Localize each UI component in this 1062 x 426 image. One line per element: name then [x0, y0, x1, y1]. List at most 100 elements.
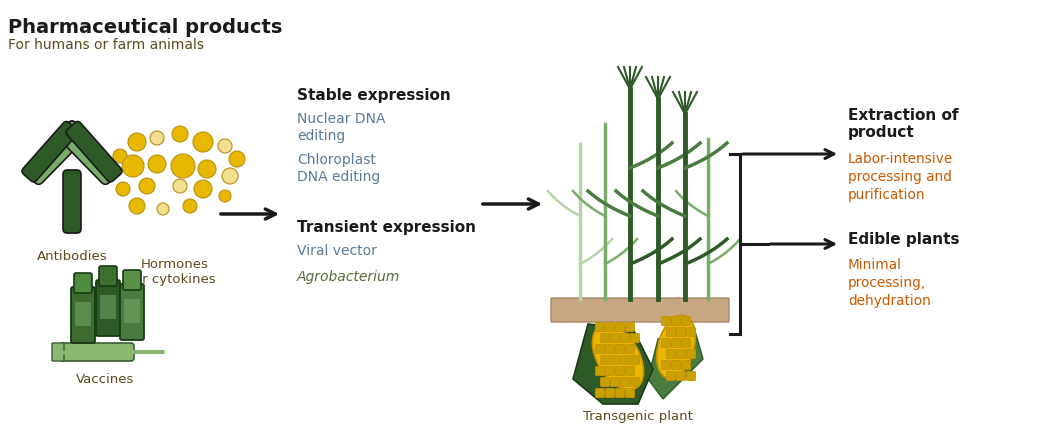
FancyBboxPatch shape [57, 122, 120, 185]
FancyBboxPatch shape [686, 371, 696, 380]
FancyBboxPatch shape [66, 122, 122, 182]
Circle shape [129, 134, 145, 152]
FancyBboxPatch shape [676, 371, 685, 380]
FancyBboxPatch shape [662, 361, 670, 370]
Circle shape [150, 132, 164, 146]
Polygon shape [573, 324, 653, 404]
Circle shape [219, 190, 232, 202]
FancyBboxPatch shape [605, 345, 615, 354]
Text: Edible plants: Edible plants [847, 231, 959, 246]
Polygon shape [648, 324, 703, 399]
FancyBboxPatch shape [22, 122, 78, 182]
FancyBboxPatch shape [123, 271, 141, 290]
Circle shape [229, 152, 245, 167]
FancyBboxPatch shape [600, 377, 610, 386]
Ellipse shape [593, 324, 644, 390]
FancyBboxPatch shape [75, 302, 91, 326]
Circle shape [116, 183, 130, 196]
FancyBboxPatch shape [551, 298, 729, 322]
Text: Pharmaceutical products: Pharmaceutical products [8, 18, 282, 37]
FancyBboxPatch shape [611, 334, 619, 343]
FancyBboxPatch shape [52, 343, 64, 361]
FancyBboxPatch shape [124, 299, 140, 323]
FancyBboxPatch shape [682, 317, 690, 326]
FancyBboxPatch shape [611, 356, 619, 365]
FancyBboxPatch shape [596, 367, 604, 376]
FancyBboxPatch shape [682, 361, 690, 370]
Circle shape [172, 127, 188, 143]
FancyBboxPatch shape [682, 339, 690, 348]
FancyBboxPatch shape [620, 356, 630, 365]
FancyBboxPatch shape [605, 389, 615, 397]
Circle shape [107, 167, 119, 178]
FancyBboxPatch shape [99, 266, 117, 286]
FancyBboxPatch shape [676, 328, 685, 337]
FancyBboxPatch shape [620, 377, 630, 386]
FancyBboxPatch shape [667, 350, 675, 359]
FancyBboxPatch shape [667, 371, 675, 380]
Text: Vaccines: Vaccines [75, 372, 134, 385]
Text: For humans or farm animals: For humans or farm animals [8, 38, 204, 52]
Text: Extraction of
product: Extraction of product [847, 108, 959, 140]
FancyBboxPatch shape [671, 339, 681, 348]
Circle shape [183, 199, 196, 213]
Text: Agrobacterium: Agrobacterium [297, 269, 400, 283]
FancyBboxPatch shape [596, 323, 604, 332]
FancyBboxPatch shape [631, 334, 639, 343]
Circle shape [198, 161, 216, 178]
Text: Antibodies: Antibodies [37, 249, 107, 262]
FancyBboxPatch shape [671, 361, 681, 370]
Ellipse shape [656, 316, 696, 379]
Circle shape [157, 204, 169, 216]
Circle shape [194, 181, 212, 199]
Text: Labor-intensive
processing and
purification: Labor-intensive processing and purificat… [847, 152, 954, 201]
FancyBboxPatch shape [616, 367, 624, 376]
FancyBboxPatch shape [596, 345, 604, 354]
Text: Stable expression: Stable expression [297, 88, 450, 103]
FancyBboxPatch shape [667, 328, 675, 337]
FancyBboxPatch shape [626, 389, 634, 397]
FancyBboxPatch shape [631, 377, 639, 386]
FancyBboxPatch shape [626, 367, 634, 376]
FancyBboxPatch shape [96, 280, 120, 336]
FancyBboxPatch shape [611, 377, 619, 386]
Text: Transgenic plant: Transgenic plant [583, 409, 692, 422]
FancyBboxPatch shape [600, 334, 610, 343]
Circle shape [148, 155, 166, 173]
FancyBboxPatch shape [662, 317, 670, 326]
Circle shape [171, 155, 195, 178]
Text: Viral vector: Viral vector [297, 243, 377, 257]
FancyBboxPatch shape [600, 356, 610, 365]
FancyBboxPatch shape [63, 170, 81, 233]
Circle shape [173, 180, 187, 193]
FancyBboxPatch shape [59, 343, 134, 361]
FancyBboxPatch shape [24, 122, 86, 185]
FancyBboxPatch shape [631, 356, 639, 365]
FancyBboxPatch shape [616, 345, 624, 354]
FancyBboxPatch shape [100, 295, 116, 319]
Circle shape [129, 199, 145, 215]
FancyBboxPatch shape [616, 389, 624, 397]
FancyBboxPatch shape [686, 328, 696, 337]
Text: Transient expression: Transient expression [297, 219, 476, 234]
FancyBboxPatch shape [626, 345, 634, 354]
FancyBboxPatch shape [671, 317, 681, 326]
Text: Minimal
processing,
dehydration: Minimal processing, dehydration [847, 257, 931, 307]
Circle shape [193, 132, 213, 153]
Circle shape [139, 178, 155, 195]
Circle shape [218, 140, 232, 154]
FancyBboxPatch shape [605, 323, 615, 332]
Circle shape [113, 150, 127, 164]
FancyBboxPatch shape [605, 367, 615, 376]
Text: Chloroplast
DNA editing: Chloroplast DNA editing [297, 153, 380, 184]
FancyBboxPatch shape [71, 287, 95, 343]
FancyBboxPatch shape [626, 323, 634, 332]
Circle shape [222, 169, 238, 184]
Text: Hormones
or cytokines: Hormones or cytokines [134, 257, 216, 285]
Circle shape [122, 155, 144, 178]
FancyBboxPatch shape [74, 273, 92, 294]
FancyBboxPatch shape [120, 284, 144, 340]
FancyBboxPatch shape [620, 334, 630, 343]
FancyBboxPatch shape [662, 339, 670, 348]
FancyBboxPatch shape [596, 389, 604, 397]
